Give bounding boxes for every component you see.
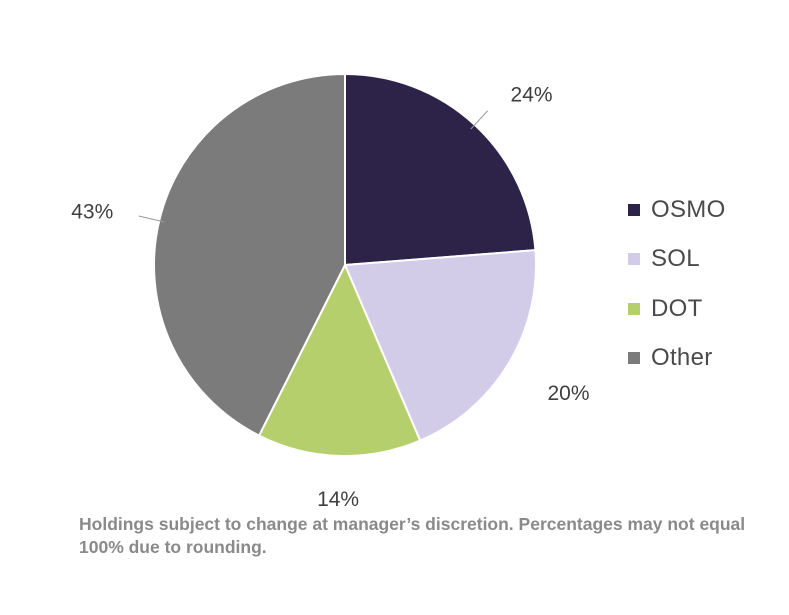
- legend-swatch-osmo: [628, 203, 640, 216]
- pie-slice-sol: [344, 249, 537, 442]
- slice-label-other: 43%: [71, 200, 113, 223]
- pie-slices: [153, 73, 537, 457]
- slice-label-dot: 14%: [317, 488, 359, 511]
- footnote: Holdings subject to change at manager’s …: [79, 514, 746, 557]
- legend-item-other: Other: [628, 334, 726, 384]
- legend-label-sol: SOL: [651, 245, 700, 273]
- pie-slice-dot: [258, 264, 422, 457]
- pie-slice-osmo: [344, 73, 537, 266]
- leader-line-other: [138, 215, 165, 223]
- leader-line-osmo: [470, 110, 489, 130]
- legend-label-dot: DOT: [651, 294, 703, 322]
- slice-label-osmo: 24%: [511, 84, 553, 107]
- label-leader-lines: [138, 110, 489, 223]
- legend-label-other: Other: [651, 344, 713, 372]
- legend: OSMO SOL DOT Other: [628, 185, 726, 383]
- slice-labels: 24% 20% 14% 43%: [71, 84, 589, 511]
- legend-swatch-dot: [628, 302, 640, 315]
- legend-swatch-other: [628, 352, 640, 365]
- legend-item-dot: DOT: [628, 284, 726, 334]
- legend-item-sol: SOL: [628, 235, 726, 285]
- legend-swatch-sol: [628, 253, 640, 266]
- legend-item-osmo: OSMO: [628, 185, 726, 235]
- legend-label-osmo: OSMO: [651, 195, 726, 223]
- slice-label-sol: 20%: [547, 382, 589, 405]
